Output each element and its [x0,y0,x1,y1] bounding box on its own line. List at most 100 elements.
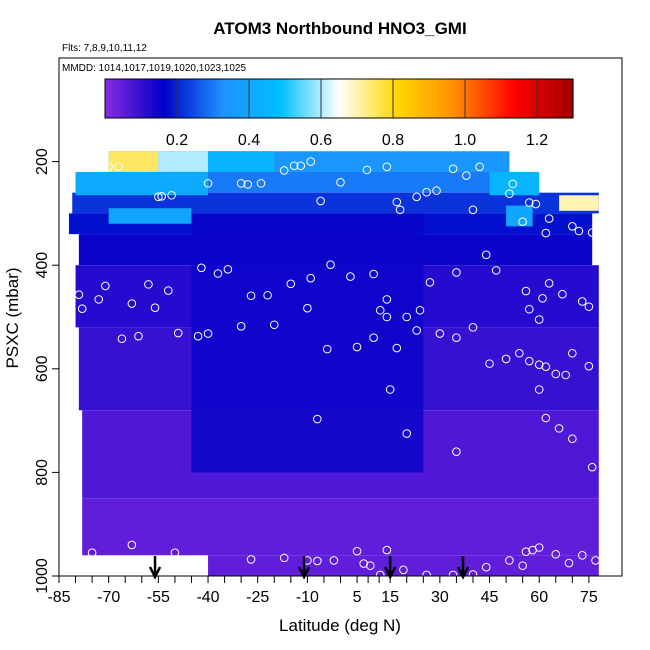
colorbar-segment [555,79,560,118]
colorbar-segment [252,79,257,118]
colorbar-segment [137,79,142,118]
sample-point [322,344,332,354]
colorbar-segment [400,79,405,118]
colorbar-segment [306,79,311,118]
sample-point [422,570,431,576]
x-tick-label: -10 [296,589,319,606]
colorbar-segment [461,79,466,118]
sample-point [163,286,173,295]
x-axis: -85 -70 -55 -40 -25 -10 5 15 30 45 60 75 [47,576,598,606]
colorbar [104,78,574,119]
sample-point [362,165,372,175]
sample-point [568,348,577,358]
colorbar-segment [324,79,329,118]
colorbar-segment [155,79,160,118]
dates-note: MMDD: 1014,1017,1019,1020,1023,1025 [62,63,246,74]
sample-point [87,548,97,557]
colorbar-segment [544,79,549,118]
colorbar-segment [263,79,268,118]
sample-point [382,162,392,172]
sample-point [303,303,312,313]
x-tick-label: -85 [47,589,70,606]
sample-point [369,333,378,343]
sample-point [263,290,272,300]
sample-point [481,250,491,260]
sample-point [399,565,408,575]
sample-point [269,320,279,330]
colorbar-segment [511,79,516,118]
colorbar-segment [443,79,448,118]
colorbar-segment [339,79,344,118]
sample-point [117,334,127,344]
colorbar-segment [169,79,174,118]
sample-point [462,171,471,180]
colorbar-segment [393,79,398,118]
sample-point [402,429,412,438]
sample-point [306,273,315,283]
sample-point [518,217,527,226]
sample-point [508,179,518,189]
colorbar-segment [475,79,480,118]
colorbar-ticks: 0.2 0.4 0.6 0.8 1.0 1.2 [166,79,548,149]
sample-point [170,548,180,557]
field-core [191,213,424,473]
colorbar-segment [270,79,275,118]
sample-point [346,272,355,281]
sample-point [326,260,335,269]
sample-point [71,162,80,172]
x-tick-label: -70 [97,589,120,606]
sample-point [385,385,395,394]
colorbar-segment [281,79,286,118]
sample-point [157,192,166,201]
y-tick-label: 1000 [34,558,51,594]
sample-point [316,196,325,206]
colorbar-segment [429,79,434,118]
sample-point [71,545,80,555]
sample-point [435,329,445,338]
sample-point [329,556,339,565]
colorbar-segment [198,79,203,118]
colorbar-segment [177,79,182,118]
colorbar-segment [490,79,495,118]
field-patch [75,171,209,196]
sample-point [306,157,315,166]
x-tick-label: 30 [431,589,449,606]
sample-point [246,555,256,564]
sample-point [551,369,561,379]
x-tick-label: -55 [147,589,170,606]
field-patch [158,151,209,172]
sample-point [534,385,544,394]
sample-point [452,268,461,277]
colorbar-segment [465,79,470,118]
sample-point [485,359,494,368]
colorbar-segment [216,79,221,118]
colorbar-segment [126,79,131,118]
sample-point [515,348,524,358]
sample-point [468,570,478,576]
colorbar-segment [288,79,293,118]
colorbar-segment [418,79,423,118]
sample-point [369,269,378,279]
colorbar-segment [497,79,502,118]
colorbar-segment [285,79,290,118]
colorbar-tick-label: 0.6 [310,132,332,149]
colorbar-segment [375,79,380,118]
colorbar-tick-label: 0.4 [238,132,260,149]
sample-point [448,164,458,174]
colorbar-segment [259,79,264,118]
sample-point [313,414,322,424]
sample-point [577,297,587,306]
sample-point [577,550,587,560]
colorbar-segment [141,79,146,118]
sample-point [541,228,551,238]
sample-point [534,543,544,552]
colorbar-segment [389,79,394,118]
field-patch [208,151,275,172]
colorbar-segment [238,79,243,118]
colorbar-segment [184,79,189,118]
x-tick-label: 45 [481,589,499,606]
colorbar-segment [245,79,250,118]
sample-point [425,277,435,287]
colorbar-segment [331,79,336,118]
colorbar-segment [123,79,128,118]
